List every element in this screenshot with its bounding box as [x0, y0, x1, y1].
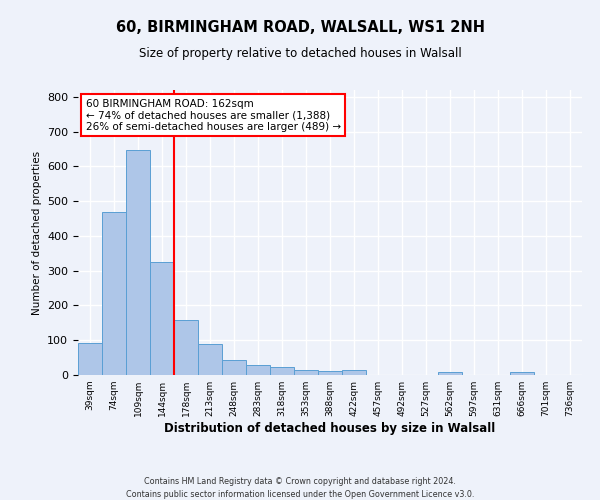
Bar [78, 342, 102, 375]
Bar [510, 372, 534, 375]
Bar [270, 368, 294, 375]
Text: Contains public sector information licensed under the Open Government Licence v3: Contains public sector information licen… [126, 490, 474, 499]
Bar [174, 320, 198, 375]
Bar [102, 212, 126, 375]
Text: Size of property relative to detached houses in Walsall: Size of property relative to detached ho… [139, 48, 461, 60]
Bar [318, 371, 342, 375]
Bar [294, 370, 318, 375]
Bar [246, 366, 270, 375]
Bar [342, 370, 366, 375]
Text: 60, BIRMINGHAM ROAD, WALSALL, WS1 2NH: 60, BIRMINGHAM ROAD, WALSALL, WS1 2NH [115, 20, 485, 35]
Bar [150, 262, 174, 375]
Bar [198, 344, 222, 375]
Text: Contains HM Land Registry data © Crown copyright and database right 2024.: Contains HM Land Registry data © Crown c… [144, 478, 456, 486]
Bar [222, 360, 246, 375]
Text: 60 BIRMINGHAM ROAD: 162sqm
← 74% of detached houses are smaller (1,388)
26% of s: 60 BIRMINGHAM ROAD: 162sqm ← 74% of deta… [86, 98, 341, 132]
Bar [438, 372, 462, 375]
X-axis label: Distribution of detached houses by size in Walsall: Distribution of detached houses by size … [164, 422, 496, 435]
Y-axis label: Number of detached properties: Number of detached properties [32, 150, 41, 314]
Bar [126, 150, 150, 375]
